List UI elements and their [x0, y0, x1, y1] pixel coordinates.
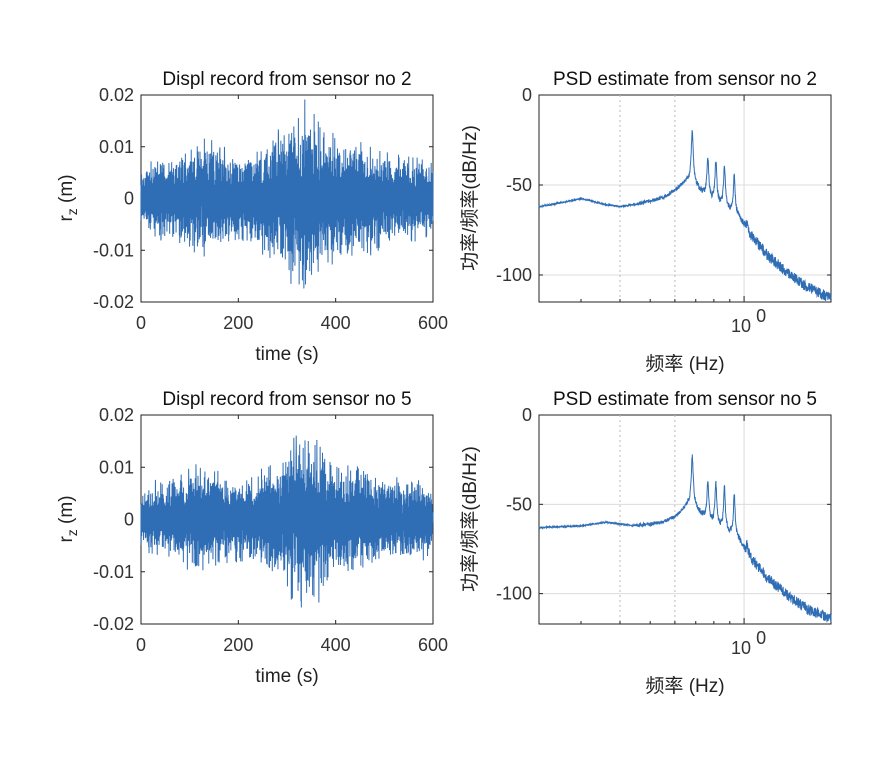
- y-axis-label: 功率/频率(dB/Hz): [459, 446, 481, 592]
- y-tick-label: 0.01: [99, 457, 134, 477]
- y-tick-label: 0: [522, 85, 532, 105]
- y-tick-label: 0.02: [99, 85, 134, 105]
- x-tick-exponent: 0: [756, 628, 766, 648]
- grid-lines: [539, 95, 831, 302]
- y-ticks: 0 -50 -100: [496, 85, 831, 285]
- y-tick-label: 0.01: [99, 137, 134, 157]
- y-tick-label: -0.02: [93, 614, 134, 634]
- x-tick-label: 600: [418, 313, 448, 333]
- y-axis-label: rz (m): [56, 174, 80, 221]
- y-axis-label: rz (m): [56, 495, 80, 542]
- chart-title: Displ record from sensor no 5: [162, 389, 411, 410]
- x-ticks: 0 200 400 600: [136, 95, 448, 333]
- axes-psd-sensor-2: PSD estimate from sensor no 2 0 -50 -100 1…: [459, 69, 832, 375]
- y-label-subscript: z: [64, 208, 80, 215]
- y-tick-label: 0: [124, 510, 134, 530]
- axes-time-sensor-5: Displ record from sensor no 5 -0.02 -0.01…: [56, 389, 448, 687]
- y-tick-label: -50: [506, 175, 532, 195]
- chart-title: Displ record from sensor no 2: [162, 69, 411, 90]
- series-line: [140, 435, 434, 608]
- x-tick-label: 0: [136, 313, 146, 333]
- y-label-subscript: z: [64, 529, 80, 536]
- x-tick-label: 200: [223, 635, 253, 655]
- x-tick-exponent: 0: [756, 306, 766, 326]
- x-ticks: 10 0: [580, 95, 766, 336]
- x-axis-label: 频率 (Hz): [645, 675, 724, 697]
- y-label-main: r: [56, 536, 77, 543]
- x-tick-label: 400: [321, 635, 351, 655]
- y-tick-label: 0: [522, 405, 532, 425]
- y-tick-label: 0: [124, 189, 134, 209]
- x-axis-label: time (s): [255, 666, 318, 687]
- y-label-unit: (m): [56, 174, 77, 208]
- series-line: [538, 454, 832, 623]
- x-tick-label: 600: [418, 635, 448, 655]
- x-tick-label: 10: [731, 638, 751, 658]
- x-axis-label: 频率 (Hz): [645, 353, 724, 375]
- chart-title: PSD estimate from sensor no 5: [553, 389, 817, 410]
- y-tick-label: -50: [506, 494, 532, 514]
- x-ticks: 0 200 400 600: [136, 415, 448, 655]
- x-tick-label: 400: [321, 313, 351, 333]
- axes-psd-sensor-5: PSD estimate from sensor no 5 0 -50 -100 1…: [459, 389, 832, 697]
- x-tick-label: 0: [136, 635, 146, 655]
- x-tick-label: 10: [731, 316, 751, 336]
- y-tick-label: -100: [496, 584, 532, 604]
- axes-time-sensor-2: Displ record from sensor no 2 -0.02 -0.01…: [56, 69, 448, 365]
- series-line: [538, 130, 832, 301]
- x-ticks: 10 0: [580, 415, 766, 658]
- y-tick-label: 0.02: [99, 405, 134, 425]
- y-tick-label: -0.02: [93, 292, 134, 312]
- x-tick-label: 200: [223, 313, 253, 333]
- x-axis-label: time (s): [255, 344, 318, 365]
- y-label-unit: (m): [56, 495, 77, 529]
- y-ticks: 0 -50 -100: [496, 405, 831, 604]
- series-line: [140, 99, 434, 289]
- y-tick-label: -0.01: [93, 562, 134, 582]
- y-tick-label: -0.01: [93, 240, 134, 260]
- y-tick-label: -100: [496, 265, 532, 285]
- y-ticks: -0.02 -0.01 0 0.01 0.02: [93, 405, 433, 634]
- y-label-main: r: [56, 215, 77, 222]
- chart-title: PSD estimate from sensor no 2: [553, 69, 817, 90]
- y-axis-label: 功率/频率(dB/Hz): [459, 125, 481, 271]
